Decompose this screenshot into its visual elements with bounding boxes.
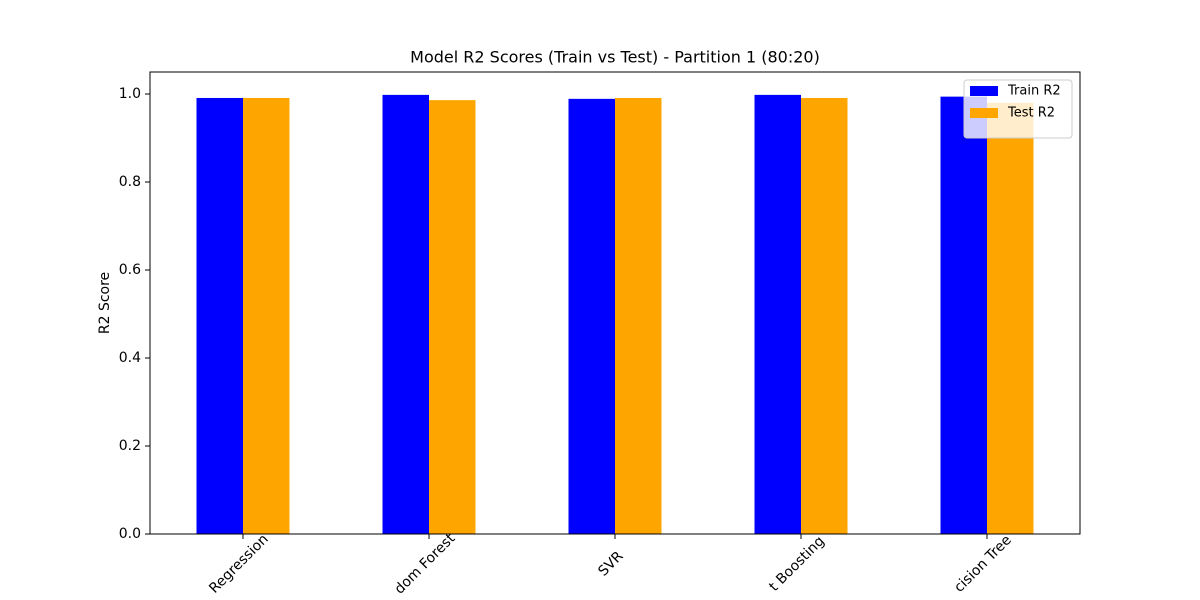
bar xyxy=(382,94,429,534)
bar xyxy=(615,97,662,535)
bar xyxy=(801,97,848,535)
y-tick-label: 0.2 xyxy=(119,438,141,454)
y-tick-label: 0.8 xyxy=(119,174,141,190)
y-tick-label: 0.0 xyxy=(119,526,141,542)
y-tick-label: 0.6 xyxy=(119,262,141,278)
axes-frame xyxy=(149,71,1081,535)
x-tick-label: t Boosting xyxy=(766,533,828,595)
bar xyxy=(987,102,1034,535)
bar xyxy=(243,97,290,535)
y-axis-label: R2 Score xyxy=(97,272,113,334)
chart-title: Model R2 Scores (Train vs Test) - Partit… xyxy=(410,48,820,67)
x-tick-label: SVR xyxy=(595,548,626,579)
x-tick-label: Regression xyxy=(206,531,271,596)
bar xyxy=(940,96,987,534)
legend-label: Test R2 xyxy=(1007,106,1055,121)
x-tick-label: cision Tree xyxy=(951,532,1015,596)
legend-swatch xyxy=(970,108,998,118)
bar xyxy=(568,98,615,534)
bar xyxy=(754,94,801,534)
bar xyxy=(196,97,243,535)
bar xyxy=(429,100,476,534)
y-tick-label: 0.4 xyxy=(119,350,141,366)
legend-label: Train R2 xyxy=(1007,84,1061,99)
y-tick-label: 1.0 xyxy=(119,86,141,102)
x-tick-label: dom Forest xyxy=(392,530,459,597)
legend-swatch xyxy=(970,86,998,96)
